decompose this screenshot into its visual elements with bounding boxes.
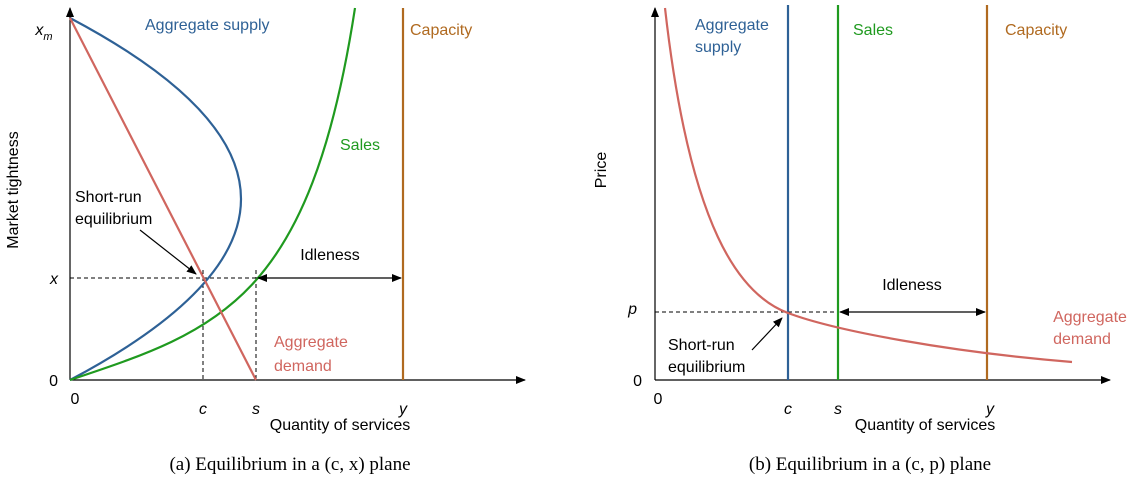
- x-tick-label: s: [834, 401, 842, 418]
- y-tick-label: x: [49, 271, 59, 288]
- guide-lines: [70, 270, 257, 380]
- demand-label: Aggregate: [1053, 309, 1127, 326]
- x-axis-label: Quantity of services: [855, 417, 996, 434]
- panel-a: Market tightness Quantity of services 0 …: [5, 7, 526, 475]
- x-tick-label: y: [398, 401, 408, 418]
- x-tick-label: 0: [71, 391, 80, 408]
- x-tick-label: c: [784, 401, 792, 418]
- sales-label: Sales: [340, 137, 380, 154]
- idleness-label: Idleness: [300, 247, 360, 264]
- demand-curve: [663, 7, 1073, 364]
- y-tick-label: xm: [34, 22, 52, 43]
- x-tick-label: s: [252, 401, 260, 418]
- x-tick-label: y: [985, 401, 995, 418]
- caption: (b) Equilibrium in a (c, p) plane: [749, 454, 991, 475]
- equilibrium-label: Short-run: [75, 189, 142, 206]
- demand-label: demand: [274, 358, 332, 375]
- supply-label: Aggregate: [695, 17, 769, 34]
- capacity-label: Capacity: [410, 22, 472, 39]
- demand-line: [69, 17, 257, 381]
- sales-label: Sales: [853, 22, 893, 39]
- capacity-label: Capacity: [1005, 22, 1067, 39]
- y-tick-label: p: [627, 301, 637, 318]
- panel-b: Price Quantity of services 0 c s y 0 p A…: [593, 5, 1127, 475]
- tick-subscript: m: [43, 31, 52, 43]
- y-axis-label: Price: [593, 152, 610, 189]
- equilibrium-label: equilibrium: [75, 211, 152, 228]
- demand-label: Aggregate: [274, 334, 348, 351]
- x-tick-label: 0: [654, 391, 663, 408]
- y-tick-label: 0: [49, 373, 58, 390]
- supply-label: supply: [695, 39, 741, 56]
- equilibrium-arrow: [139, 229, 197, 275]
- equilibrium-label: equilibrium: [668, 359, 745, 376]
- equilibrium-arrow: [751, 317, 783, 351]
- caption: (a) Equilibrium in a (c, x) plane: [169, 454, 410, 475]
- tick-base: x: [34, 22, 44, 39]
- x-tick-label: c: [199, 401, 207, 418]
- supply-curve: [69, 17, 243, 381]
- supply-label: Aggregate supply: [145, 17, 270, 34]
- sales-curve: [69, 7, 357, 382]
- x-axis-label: Quantity of services: [270, 417, 411, 434]
- y-axis-label: Market tightness: [5, 131, 22, 248]
- idleness-label: Idleness: [882, 277, 942, 294]
- y-tick-label: 0: [633, 373, 642, 390]
- equilibrium-label: Short-run: [668, 337, 735, 354]
- demand-label: demand: [1053, 331, 1111, 348]
